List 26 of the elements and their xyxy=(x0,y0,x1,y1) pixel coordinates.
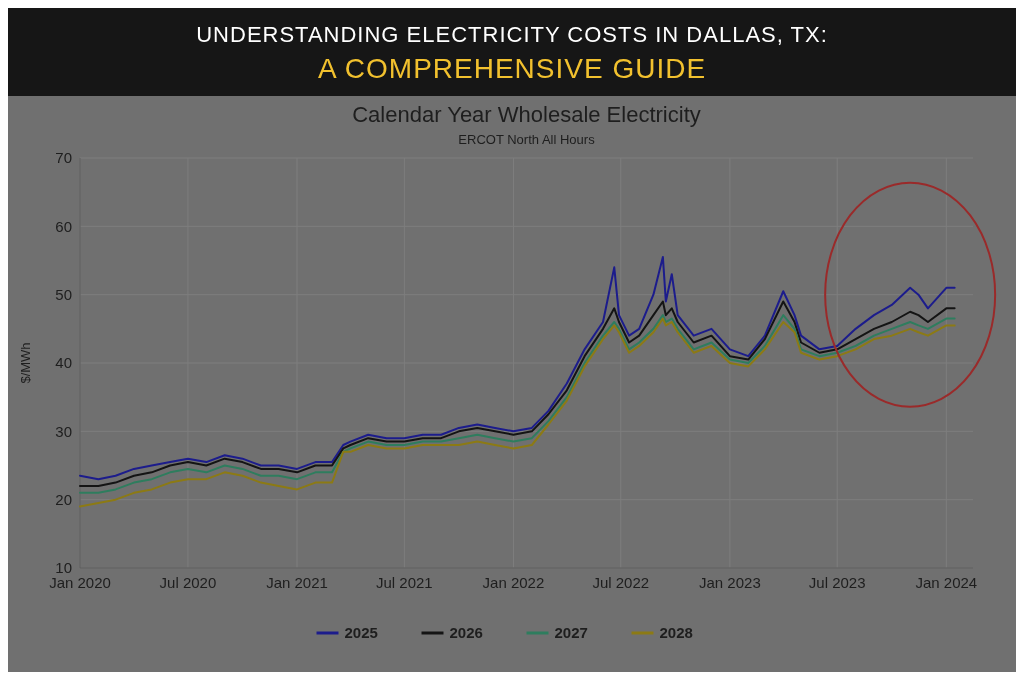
y-tick-label: 10 xyxy=(55,559,72,577)
y-tick-label: 20 xyxy=(55,490,72,508)
x-tick-label: Jan 2020 xyxy=(49,574,111,591)
legend-label: 2026 xyxy=(449,624,483,642)
y-tick-label: 30 xyxy=(55,422,72,440)
x-tick-label: Jan 2022 xyxy=(482,574,545,591)
x-tick-label: Jul 2022 xyxy=(592,574,650,591)
y-tick-label: 60 xyxy=(55,217,72,235)
text: UNDERSTANDING ELECTRICITY COSTS IN DALLAS, TX: xyxy=(196,22,828,47)
legend-label: 2028 xyxy=(659,624,693,642)
y-tick-label: 40 xyxy=(55,354,72,372)
y-tick-label: 70 xyxy=(55,149,72,167)
x-tick-label: Jul 2020 xyxy=(159,574,217,591)
x-tick-label: Jan 2024 xyxy=(915,574,978,591)
x-tick-label: Jul 2021 xyxy=(375,574,433,591)
chart-subtitle: ERCOT North All Hours xyxy=(458,132,596,147)
line-series xyxy=(79,256,956,481)
x-tick-label: Jul 2023 xyxy=(808,574,866,591)
x-tick-label: Jan 2023 xyxy=(699,574,761,591)
x-tick-label: Jan 2021 xyxy=(266,574,328,591)
legend-label: 2025 xyxy=(344,624,378,642)
text: A COMPREHENSIVE GUIDE xyxy=(317,53,707,84)
y-axis-title: $/MWh xyxy=(18,342,33,384)
legend-label: 2027 xyxy=(554,624,588,642)
chart-title: Calendar Year Wholesale Electricity xyxy=(352,102,701,127)
y-tick-label: 50 xyxy=(55,285,72,303)
